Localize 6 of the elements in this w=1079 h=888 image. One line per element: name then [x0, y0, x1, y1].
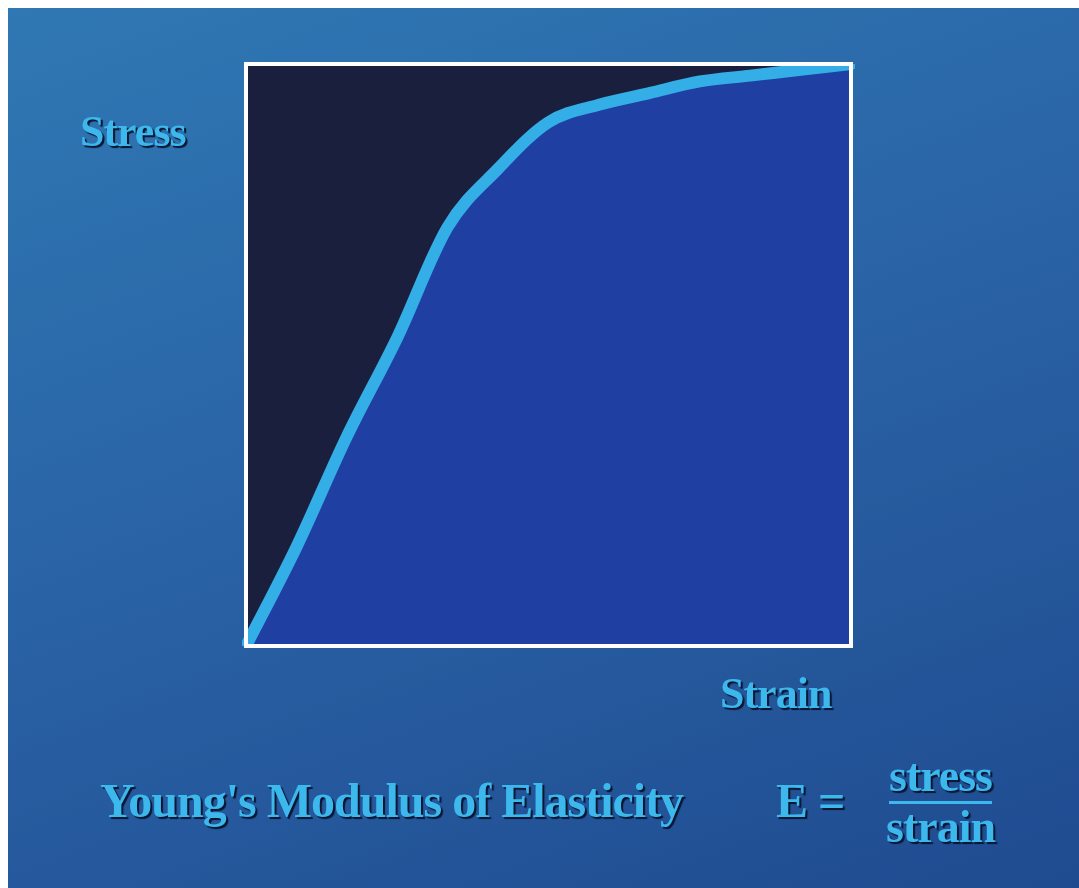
text: strain: [886, 801, 995, 852]
text: Young's Modulus of Elasticity: [100, 773, 684, 828]
x-axis-title: Strain: [720, 668, 832, 719]
text: E =: [776, 773, 845, 828]
text: stress: [888, 750, 993, 804]
y-axis-title: Stress: [80, 106, 186, 157]
